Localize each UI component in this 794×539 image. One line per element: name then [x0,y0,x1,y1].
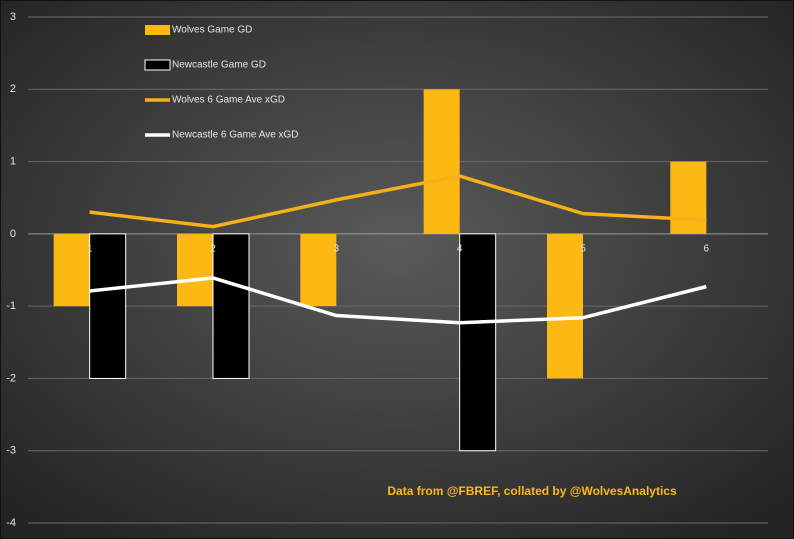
annotation: Data from @FBREF, collated by @WolvesAna… [387,484,677,498]
legend-label: Newcastle Game GD [172,60,266,71]
y-tick-label: 2 [10,83,16,95]
bar [53,233,90,307]
bar [670,161,707,234]
x-tick-label: 4 [457,243,463,254]
line-series [89,276,707,325]
x-tick-label: 2 [210,243,216,254]
bar [177,233,213,307]
y-tick-label: 1 [10,155,16,167]
legend-swatch [145,25,170,35]
x-tick-label: 5 [580,243,586,254]
y-tick-label: -1 [6,300,16,312]
grid: -4 -3 -2 -1 0 1 2 3 [6,11,768,529]
bar [212,233,250,379]
bar [547,233,583,379]
y-tick-label: -4 [6,517,16,529]
legend-label: Newcastle 6 Game Ave xGD [172,130,299,141]
bar [459,233,497,452]
x-tick-label: 1 [87,243,93,254]
x-tick-label: 3 [334,243,340,254]
legend-label: Wolves Game GD [172,25,252,36]
legend-swatch [144,59,171,71]
legend-label: Wolves 6 Game Ave xGD [172,95,285,106]
y-tick-label: 0 [10,228,16,240]
y-tick-label: -2 [6,372,16,384]
bar [89,233,127,379]
legend: Wolves Game GD Newcastle Game GD Wolves 6 … [144,25,299,141]
y-tick-label: -3 [6,445,16,457]
x-tick-label: 6 [704,243,710,254]
y-tick-label: 3 [10,11,16,23]
bar [423,89,460,234]
marks: 1 2 3 4 5 6 [53,89,710,452]
bar [300,233,337,307]
line-series [89,174,707,229]
